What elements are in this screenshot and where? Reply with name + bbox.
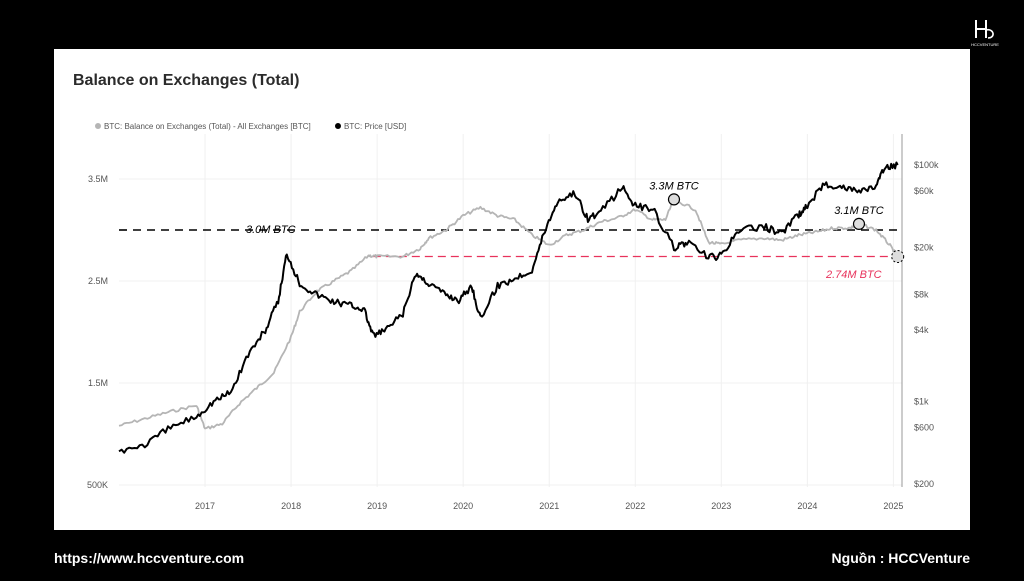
x-tick-label: 2020 bbox=[453, 501, 473, 511]
annotation-label-0: 3.3M BTC bbox=[649, 180, 699, 192]
chart-panel: Balance on Exchanges (Total) BTC: Balanc… bbox=[54, 49, 970, 530]
y-left-tick-label: 3.5M bbox=[88, 174, 108, 184]
y-right-tick-label: $20k bbox=[914, 243, 934, 253]
x-tick-label: 2021 bbox=[539, 501, 559, 511]
annotation-label-1: 3.1M BTC bbox=[834, 205, 884, 217]
annotation-marker-1 bbox=[852, 217, 866, 230]
y-right-tick-label: $8k bbox=[914, 290, 929, 300]
y-left-tick-label: 1.5M bbox=[88, 378, 108, 388]
balance-series-line bbox=[118, 197, 899, 430]
y-right-tick-label: $600 bbox=[914, 423, 934, 433]
y-right-tick-label: $4k bbox=[914, 325, 929, 335]
legend-marker-balance bbox=[95, 123, 101, 129]
y-right-tick-label: $60k bbox=[914, 186, 934, 196]
legend-label-price: BTC: Price [USD] bbox=[344, 122, 406, 131]
x-tick-label: 2022 bbox=[625, 501, 645, 511]
website-url[interactable]: https://www.hccventure.com bbox=[54, 550, 245, 566]
annotation-marker-0 bbox=[667, 193, 681, 206]
y-left-tick-label: 500K bbox=[87, 480, 108, 490]
reference-label-3m: 3.0M BTC bbox=[246, 224, 296, 236]
source-credit: Nguồn : HCCVenture bbox=[831, 550, 970, 566]
hcc-logo: HCCVENTURE bbox=[971, 20, 999, 47]
y-left-tick-label: 2.5M bbox=[88, 276, 108, 286]
x-tick-label: 2023 bbox=[711, 501, 731, 511]
x-tick-label: 2024 bbox=[797, 501, 817, 511]
y-right-tick-label: $200 bbox=[914, 479, 934, 489]
legend-label-balance: BTC: Balance on Exchanges (Total) - All … bbox=[104, 122, 311, 131]
svg-text:HCCVENTURE: HCCVENTURE bbox=[971, 42, 999, 47]
legend-marker-price bbox=[335, 123, 341, 129]
chart-canvas: BTC: Balance on Exchanges (Total) - All … bbox=[87, 122, 939, 511]
y-right-tick-label: $1k bbox=[914, 396, 929, 406]
end-point-marker bbox=[891, 250, 905, 264]
x-tick-label: 2018 bbox=[281, 501, 301, 511]
price-series-line bbox=[118, 161, 899, 454]
reference-label-274m: 2.74M BTC bbox=[825, 269, 882, 281]
chart-title: Balance on Exchanges (Total) bbox=[73, 72, 300, 89]
y-right-tick-label: $100k bbox=[914, 160, 939, 170]
x-tick-label: 2025 bbox=[883, 501, 903, 511]
x-tick-label: 2019 bbox=[367, 501, 387, 511]
x-tick-label: 2017 bbox=[195, 501, 215, 511]
